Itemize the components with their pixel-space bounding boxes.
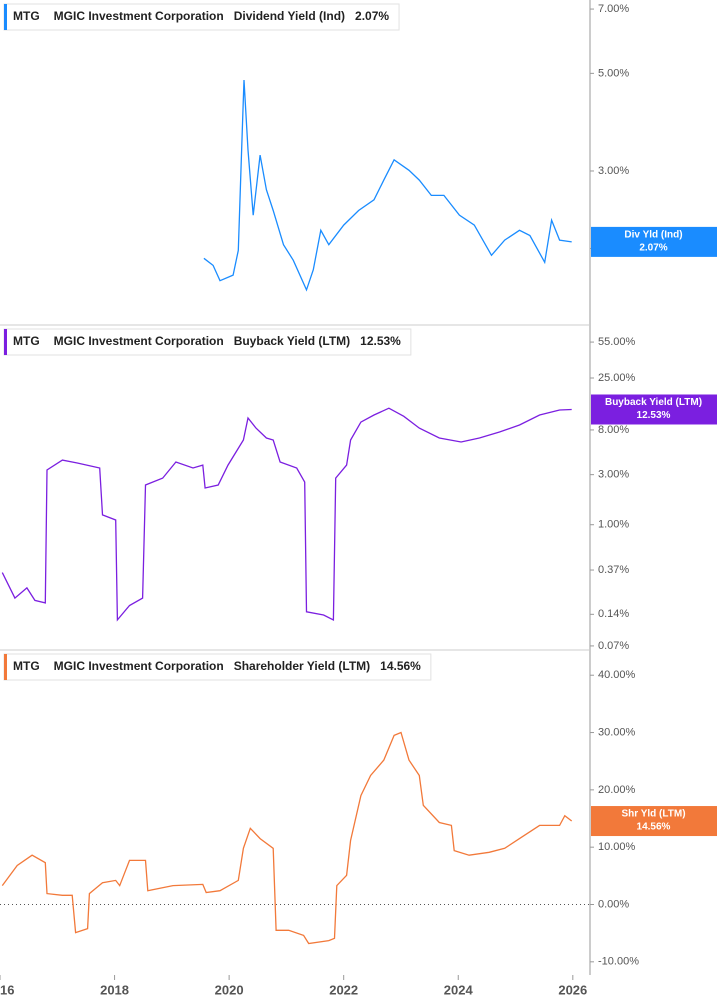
badge-value: 14.56%: [637, 822, 671, 833]
company: MGIC Investment Corporation: [54, 659, 224, 673]
line: [1, 731, 573, 945]
legend: MTG MGIC Investment Corporation Dividend Y…: [3, 3, 400, 31]
line: [203, 79, 572, 292]
series-name: Buyback Yield (LTM): [234, 334, 350, 348]
badge-label: Div Yld (Ind): [624, 230, 682, 241]
y-tick-label: 30.00%: [598, 726, 636, 738]
y-tick-label: 55.00%: [598, 336, 636, 348]
y-tick-label: 0.00%: [598, 898, 629, 910]
y-tick-label: 1.00%: [598, 519, 629, 531]
x-tick-label: 2024: [444, 982, 474, 997]
badge-label: Shr Yld (LTM): [621, 809, 685, 820]
badge-value: 2.07%: [639, 243, 667, 254]
badge-label: Buyback Yield (LTM): [605, 397, 702, 408]
legend-swatch: [4, 329, 7, 355]
series-name: Dividend Yield (Ind): [234, 9, 345, 23]
latest-value: 12.53%: [360, 334, 401, 348]
company: MGIC Investment Corporation: [54, 9, 224, 23]
y-tick-label: 25.00%: [598, 372, 636, 384]
ticker: MTG: [13, 659, 40, 673]
y-tick-label: 3.00%: [598, 469, 629, 481]
legend-box: [3, 328, 412, 356]
x-tick-label: 2022: [329, 982, 358, 997]
line: [1, 407, 572, 622]
x-tick-label: 2018: [100, 982, 129, 997]
badge-value: 12.53%: [637, 410, 671, 421]
y-tick-label: 20.00%: [598, 784, 636, 796]
latest-value: 14.56%: [380, 659, 421, 673]
value-badge: [591, 394, 717, 425]
y-tick-label: 0.07%: [598, 640, 629, 652]
y-tick-label: 0.37%: [598, 564, 629, 576]
legend: MTG MGIC Investment Corporation Buyback Yi…: [3, 328, 412, 356]
y-tick-label: 10.00%: [598, 841, 636, 853]
y-tick-label: 3.00%: [598, 165, 629, 177]
y-tick-label: 5.00%: [598, 67, 629, 79]
value-badge: [591, 226, 717, 257]
x-tick-label: 2026: [558, 982, 587, 997]
value-badge: [591, 806, 717, 837]
latest-value: 2.07%: [355, 9, 389, 23]
y-tick-label: 40.00%: [598, 669, 636, 681]
y-tick-label: -10.00%: [598, 956, 639, 968]
y-tick-label: 7.00%: [598, 3, 629, 15]
x-tick-label: 2020: [215, 982, 244, 997]
legend-swatch: [4, 4, 7, 30]
y-tick-label: 8.00%: [598, 424, 629, 436]
y-tick-label: 0.14%: [598, 608, 629, 620]
legend-swatch: [4, 654, 7, 680]
ticker: MTG: [13, 334, 40, 348]
series-name: Shareholder Yield (LTM): [234, 659, 370, 673]
company: MGIC Investment Corporation: [54, 334, 224, 348]
legend-box: [3, 653, 432, 681]
ticker: MTG: [13, 9, 40, 23]
legend-box: [3, 3, 400, 31]
x-tick-label: 2016: [0, 982, 14, 997]
legend: MTG MGIC Investment Corporation Shareholde…: [3, 653, 432, 681]
